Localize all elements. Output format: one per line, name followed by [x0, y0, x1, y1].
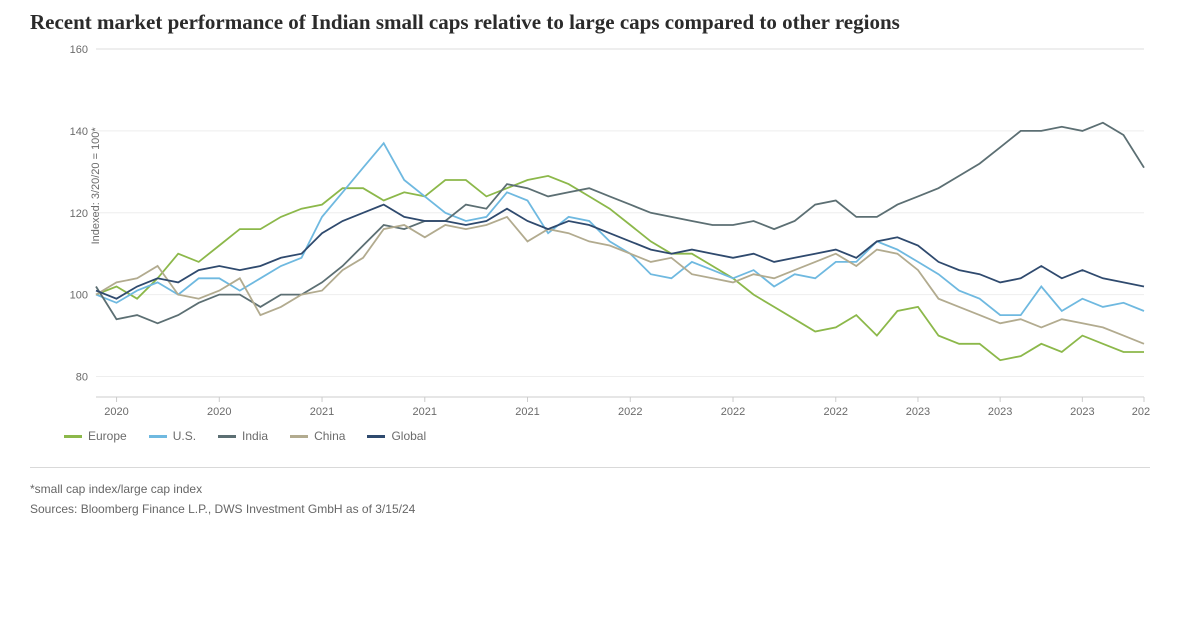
legend-swatch: [218, 435, 236, 438]
legend-label: Europe: [88, 429, 127, 443]
legend-item-u-s-: U.S.: [149, 429, 196, 443]
svg-text:2021: 2021: [515, 406, 539, 418]
footer-divider: [30, 467, 1150, 468]
legend-swatch: [290, 435, 308, 438]
svg-text:2021: 2021: [413, 406, 437, 418]
chart-legend: Europe U.S. India China Global: [0, 421, 1180, 443]
series-china: [96, 217, 1144, 344]
chart-plot-area: Indexed: 3/20/20 = 100* 80 100 120 140 160 20…: [60, 43, 1166, 421]
svg-text:2022: 2022: [824, 406, 848, 418]
svg-text:2020: 2020: [207, 406, 231, 418]
chart-svg: 80 100 120 140 160 2020 2020 2021 2021 2021 2022 20…: [60, 43, 1150, 421]
legend-label: India: [242, 429, 268, 443]
svg-text:2020: 2020: [104, 406, 128, 418]
svg-text:2024: 2024: [1132, 406, 1150, 418]
legend-label: U.S.: [173, 429, 196, 443]
footnote-text: *small cap index/large cap index: [0, 482, 1180, 496]
legend-item-global: Global: [367, 429, 426, 443]
svg-text:2022: 2022: [618, 406, 642, 418]
svg-text:160: 160: [70, 44, 88, 56]
svg-text:2023: 2023: [1070, 406, 1094, 418]
legend-label: China: [314, 429, 345, 443]
legend-item-india: India: [218, 429, 268, 443]
y-axis-label: Indexed: 3/20/20 = 100*: [90, 127, 102, 244]
svg-text:2022: 2022: [721, 406, 745, 418]
chart-container: Recent market performance of Indian smal…: [0, 0, 1180, 625]
legend-swatch: [149, 435, 167, 438]
legend-label: Global: [391, 429, 426, 443]
svg-text:2021: 2021: [310, 406, 334, 418]
svg-text:2023: 2023: [988, 406, 1012, 418]
legend-swatch: [64, 435, 82, 438]
source-text: Sources: Bloomberg Finance L.P., DWS Inv…: [0, 502, 1180, 516]
svg-text:80: 80: [76, 372, 88, 384]
series-india: [96, 123, 1144, 324]
series-global: [96, 205, 1144, 299]
svg-text:120: 120: [70, 208, 88, 220]
chart-title: Recent market performance of Indian smal…: [0, 0, 1180, 39]
svg-text:2023: 2023: [906, 406, 930, 418]
legend-item-china: China: [290, 429, 345, 443]
legend-swatch: [367, 435, 385, 438]
legend-item-europe: Europe: [64, 429, 127, 443]
svg-text:100: 100: [70, 290, 88, 302]
svg-text:140: 140: [70, 126, 88, 138]
